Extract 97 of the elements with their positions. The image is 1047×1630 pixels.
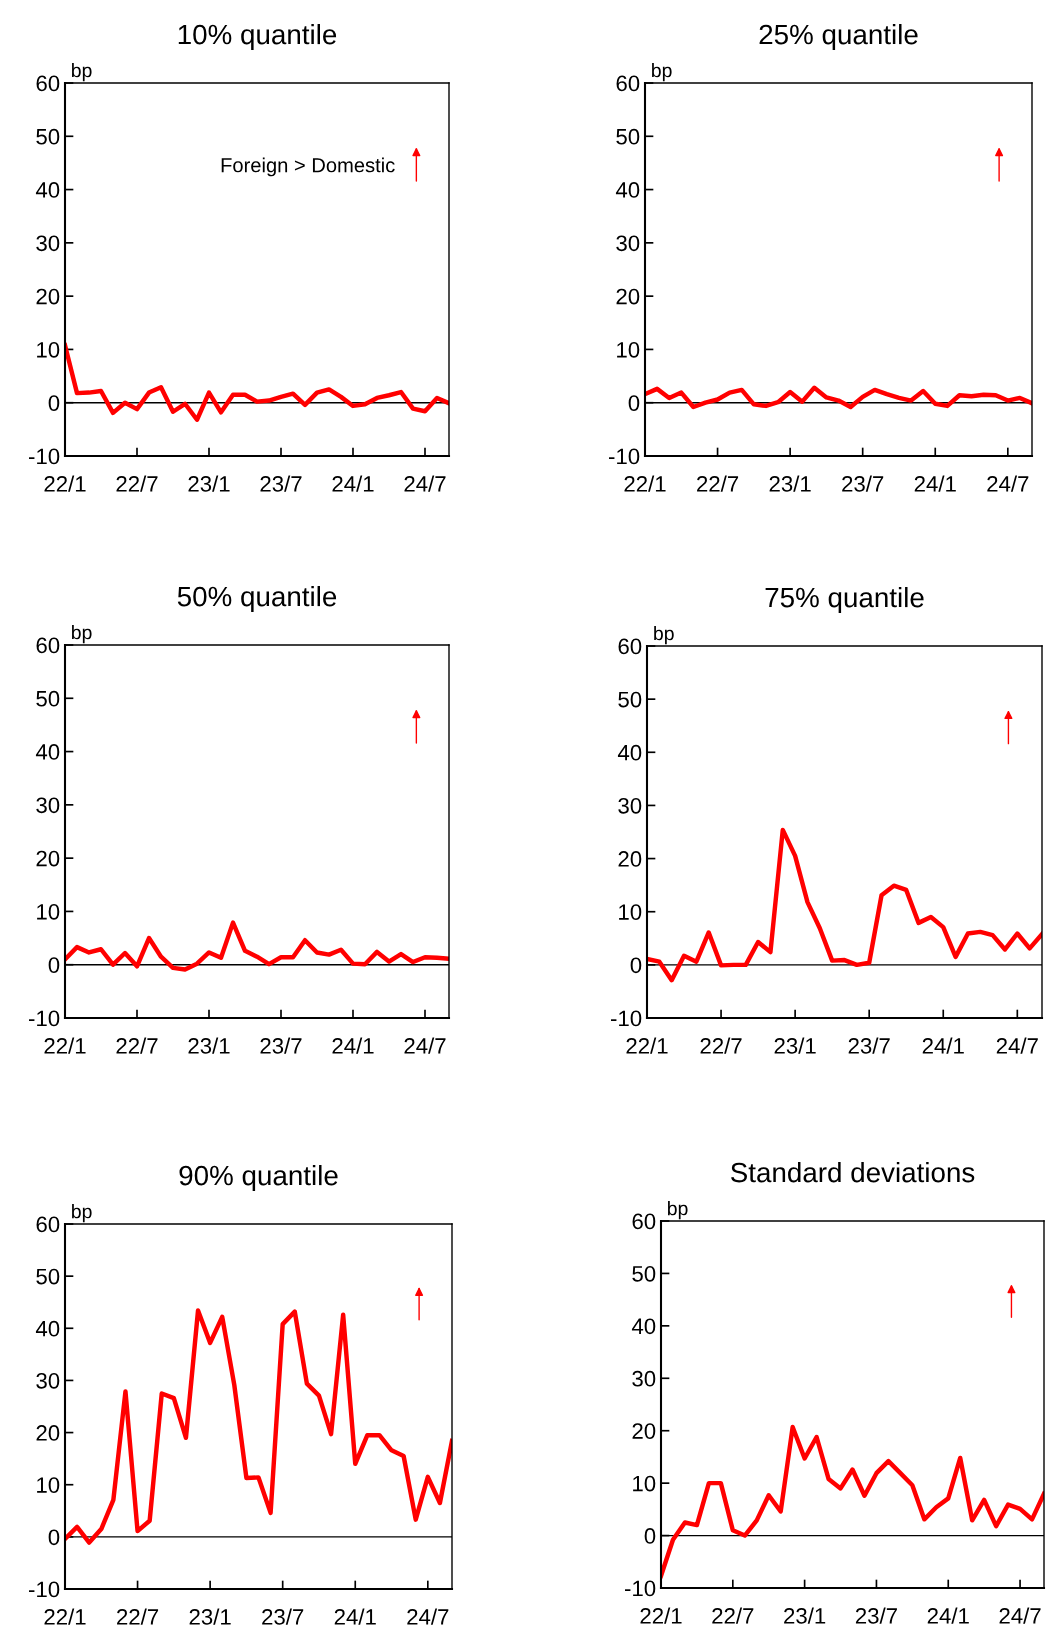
y-tick-label: 40	[615, 182, 640, 198]
y-tick-label: 40	[617, 744, 642, 761]
y-tick-label: 60	[36, 1216, 60, 1233]
x-tick-label: 23/1	[189, 1608, 231, 1625]
y-tick-label: 10	[619, 904, 642, 920]
x-tick-label: 22/1	[624, 475, 666, 492]
y-tick-label: 30	[36, 235, 60, 252]
y-tick-label: 30	[36, 797, 60, 814]
y-tick-label: 20	[36, 1425, 60, 1441]
x-tick-label: 23/7	[260, 475, 302, 492]
x-tick-label: 22/1	[44, 1037, 86, 1054]
y-tick-label: 50	[618, 691, 642, 708]
y-tick-label: 10	[37, 903, 60, 920]
chart-title: 50% quantile	[177, 585, 337, 612]
y-axis-title: bp	[652, 63, 672, 82]
x-tick-label: 23/7	[842, 475, 884, 492]
chart-title: Standard deviations	[731, 1161, 975, 1183]
x-tick-label: 22/1	[44, 475, 86, 492]
y-axis-title: bp	[668, 1201, 688, 1220]
y-tick-label: -10	[29, 1010, 60, 1027]
y-tick-label: 50	[632, 1265, 656, 1282]
y-tick-label: 60	[618, 638, 642, 655]
x-tick-label: 22/1	[626, 1037, 668, 1054]
x-tick-label: 22/7	[712, 1607, 754, 1624]
y-tick-label: 10	[617, 341, 640, 358]
y-axis-title: bp	[654, 626, 674, 645]
x-tick-label: 22/7	[116, 1037, 158, 1054]
x-tick-label: 24/1	[927, 1607, 969, 1624]
x-tick-label: 23/1	[769, 475, 811, 492]
y-tick-label: 0	[628, 395, 640, 411]
x-tick-label: 24/1	[332, 1037, 374, 1054]
x-tick-label: 24/7	[987, 475, 1029, 492]
x-tick-label: 24/7	[407, 1608, 449, 1625]
x-tick-label: 23/7	[262, 1608, 304, 1625]
y-tick-label: 40	[35, 744, 60, 760]
x-tick-label: 22/7	[700, 1037, 742, 1054]
x-tick-label: 23/7	[855, 1607, 897, 1624]
x-tick-label: 23/1	[188, 1037, 230, 1054]
y-tick-label: -10	[625, 1580, 656, 1597]
y-tick-label: 50	[36, 1268, 60, 1285]
y-tick-label: 10	[37, 341, 60, 358]
x-tick-label: 24/1	[332, 475, 374, 492]
y-tick-label: 20	[616, 288, 640, 305]
x-tick-label: 23/1	[188, 475, 230, 492]
y-tick-label: 20	[36, 288, 60, 305]
chart-title: 90% quantile	[179, 1164, 338, 1191]
x-tick-label: 22/1	[44, 1608, 86, 1625]
y-tick-label: 0	[48, 957, 60, 973]
chart-title: 25% quantile	[759, 23, 918, 50]
y-tick-label: 0	[48, 395, 60, 411]
y-tick-label: 60	[36, 75, 60, 92]
y-tick-label: 50	[36, 690, 60, 707]
y-axis-title: bp	[72, 63, 92, 82]
x-tick-label: 22/1	[640, 1607, 682, 1624]
x-tick-label: 23/7	[848, 1037, 890, 1054]
x-tick-label: 24/1	[914, 475, 956, 492]
y-tick-label: 30	[616, 235, 640, 252]
y-tick-label: 0	[630, 957, 642, 974]
y-tick-label: 40	[631, 1318, 656, 1335]
y-tick-label: 10	[37, 1477, 60, 1493]
y-tick-label: 0	[644, 1528, 656, 1544]
y-tick-label: 40	[35, 1320, 60, 1337]
x-tick-label: 23/1	[774, 1037, 816, 1054]
y-tick-label: 50	[36, 128, 60, 145]
annotation: Foreign > Domestic	[221, 157, 395, 177]
y-tick-label: 60	[616, 75, 640, 92]
chart-title: 10% quantile	[178, 23, 337, 50]
y-tick-label: 60	[632, 1213, 656, 1230]
y-tick-label: -10	[611, 1010, 642, 1027]
x-tick-label: 22/7	[116, 475, 158, 492]
chart-title: 75% quantile	[765, 586, 924, 613]
y-tick-label: 20	[618, 851, 642, 867]
x-tick-label: 23/7	[260, 1037, 302, 1054]
y-tick-label: -10	[29, 1581, 60, 1598]
y-tick-label: 0	[48, 1529, 60, 1546]
y-tick-label: 40	[35, 182, 60, 198]
y-tick-label: 30	[618, 797, 642, 814]
y-tick-label: 60	[36, 637, 60, 654]
x-tick-label: 24/7	[404, 1037, 446, 1054]
y-tick-label: 30	[36, 1372, 60, 1389]
y-tick-label: -10	[29, 448, 60, 465]
y-axis-title: bp	[72, 1204, 92, 1223]
x-tick-label: 22/7	[117, 1608, 159, 1625]
y-tick-label: -10	[609, 448, 640, 465]
y-tick-label: 30	[632, 1370, 656, 1387]
y-tick-label: 20	[36, 850, 60, 867]
y-axis-title: bp	[72, 625, 92, 644]
x-tick-label: 24/7	[404, 475, 446, 492]
y-tick-label: 20	[632, 1423, 656, 1439]
x-tick-label: 22/7	[697, 475, 739, 492]
x-tick-label: 24/7	[999, 1607, 1041, 1624]
x-tick-label: 24/1	[922, 1037, 964, 1054]
x-tick-label: 24/7	[996, 1037, 1038, 1054]
y-tick-label: 50	[616, 128, 640, 145]
x-tick-label: 23/1	[784, 1607, 826, 1624]
y-tick-label: 10	[633, 1475, 656, 1492]
x-tick-label: 24/1	[334, 1608, 376, 1625]
